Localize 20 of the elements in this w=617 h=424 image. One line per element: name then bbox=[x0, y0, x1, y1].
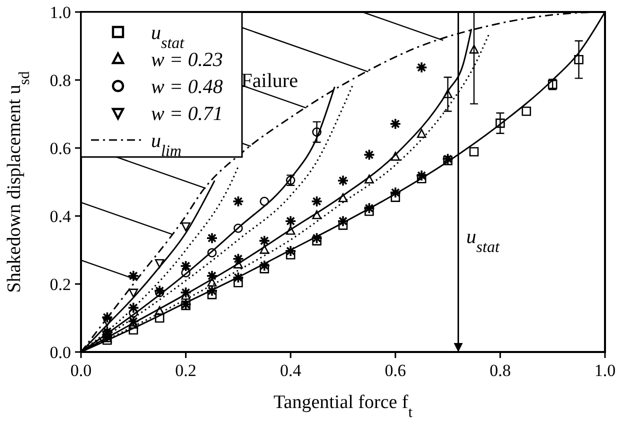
y-tick-label: 0.2 bbox=[50, 275, 71, 294]
y-tick-label: 0.8 bbox=[50, 71, 71, 90]
y-tick-label: 0.6 bbox=[50, 139, 71, 158]
legend-label: w = 0.23 bbox=[151, 49, 223, 71]
y-tick-label: 0.4 bbox=[50, 207, 72, 226]
legend-label: u$_{stat}$ bbox=[151, 22, 185, 52]
legend-label: w = 0.48 bbox=[151, 76, 223, 98]
x-tick-label: 1.0 bbox=[594, 361, 616, 380]
x-tick-label: 0.2 bbox=[175, 361, 196, 380]
x-tick-label: 0.4 bbox=[280, 361, 302, 380]
y-tick-label: 0.0 bbox=[50, 343, 71, 362]
x-axis-title: Tangential force f$_{t}$ bbox=[274, 392, 414, 420]
legend-label: u$_{lim}$ bbox=[151, 130, 182, 160]
annotation: Failure bbox=[241, 70, 298, 92]
ref-line-label: u$_{stat}$ bbox=[466, 226, 500, 256]
legend-label: w = 0.71 bbox=[151, 103, 223, 125]
x-tick-label: 0.6 bbox=[384, 361, 406, 380]
x-tick-label: 0.8 bbox=[490, 361, 511, 380]
x-tick-label: 0.0 bbox=[70, 361, 92, 380]
y-tick-label: 1.0 bbox=[50, 3, 71, 22]
